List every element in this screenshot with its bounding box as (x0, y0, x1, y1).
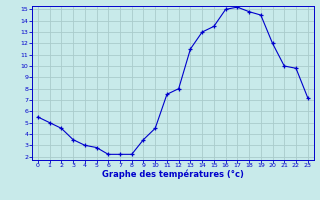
X-axis label: Graphe des températures (°c): Graphe des températures (°c) (102, 170, 244, 179)
